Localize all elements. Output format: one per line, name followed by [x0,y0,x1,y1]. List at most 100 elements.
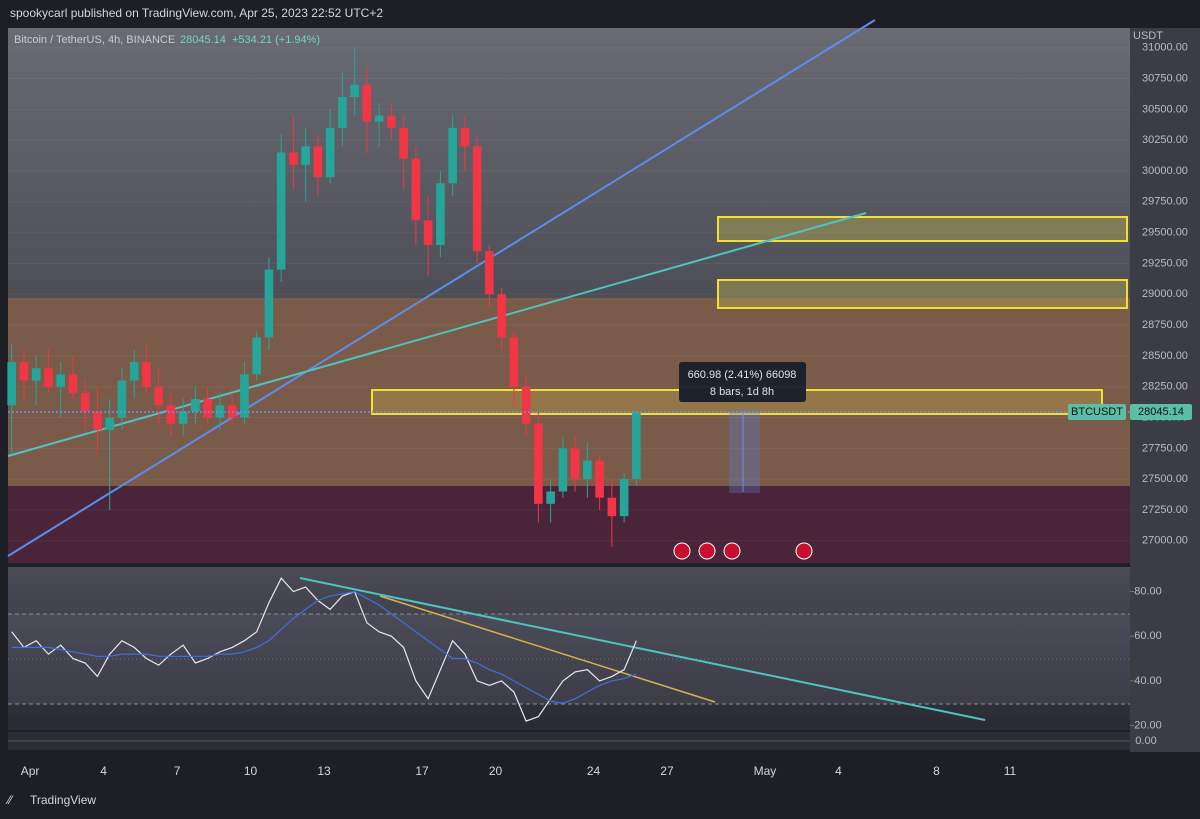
y-tick-label: 28750.00 [1142,319,1188,331]
event-flag [723,542,741,560]
candle-body [619,479,629,517]
y-tick-label: 28500.00 [1142,350,1188,362]
zone-box [717,279,1128,309]
zone-box [717,216,1128,242]
candle-body [448,127,457,184]
y-tick-label: 80.00 [1134,585,1162,597]
candle-body [607,497,617,517]
x-tick-label: 7 [174,764,181,778]
candle-body [423,220,433,245]
candle-body [521,386,531,424]
y-tick-label: 27250.00 [1142,504,1188,516]
footer-logo: ⁄⁄ [5,793,14,807]
candle-body [142,362,151,387]
legend-price: 28045.14 [180,34,226,46]
y-tick-label: 30500.00 [1142,103,1188,115]
candle-body [191,399,200,412]
candle-body [436,183,445,245]
candle-body [80,392,90,412]
candle-body [595,460,604,498]
trendline [299,577,986,721]
y-tick-label: 20.00 [1134,719,1162,731]
x-tick-label: 8 [933,764,940,778]
candle-body [497,294,506,338]
x-tick-label: 17 [415,764,429,778]
y-tick-label: 29750.00 [1142,196,1188,208]
pane-background [8,28,1130,298]
event-flags [673,542,813,560]
candle-body [19,362,29,381]
candle-body [117,380,127,418]
legend-title: Bitcoin / TetherUS, 4h, BINANCE [14,34,175,46]
candle-body [264,269,274,338]
candle-body [44,368,53,387]
candle-body [362,84,372,122]
candle-body [129,362,139,381]
x-tick-label: 27 [660,764,674,778]
candle-body [93,411,102,430]
candle-body [252,337,261,375]
y-tick-label: 29500.00 [1142,227,1188,239]
candle-body [240,374,249,418]
candle-body [472,146,482,252]
x-tick-label: Apr [21,764,40,778]
candle-body [154,386,163,406]
x-tick-label: May [754,764,777,778]
candle-body [7,362,16,406]
x-tick-label: 24 [587,764,601,778]
candle-body [399,127,408,159]
y-tick-label: 30250.00 [1142,134,1188,146]
candle-body [570,448,580,480]
candle-body [325,127,335,178]
trendline [7,212,867,457]
candle-body [583,460,592,480]
measure-box [729,410,760,493]
measure-text: 8 bars, 1d 8h [710,386,774,398]
rsi-pane [8,567,1130,730]
candle-body [485,251,494,295]
candle-body [178,411,188,424]
trendline [7,19,876,557]
y-tick-label: 27500.00 [1142,473,1188,485]
candle-body [313,146,323,178]
time-axis [0,752,1200,790]
candle-body [387,115,396,128]
macd-zero-label: 0.00 [1135,735,1156,747]
x-tick-label: 11 [1004,764,1017,778]
symbol-tag [1068,403,1126,420]
x-tick-label: 10 [244,764,258,778]
y-tick-label: 27750.00 [1142,442,1188,454]
trendline [379,595,716,703]
candle-body [105,417,114,430]
candle-body [509,337,519,387]
price-tag-text: 28045.14 [1138,406,1184,418]
candle-body [411,158,421,221]
candle-body [56,374,65,387]
maroon-zone [8,486,1130,563]
candle-body [460,127,470,147]
candle-body [31,368,41,381]
rsi-line [11,590,637,704]
event-flag [673,542,691,560]
y-tick-label: 28250.00 [1142,381,1188,393]
candle-body [68,374,78,393]
y-tick-label: 29000.00 [1142,288,1188,300]
candle-body [338,97,347,128]
candle-body [374,115,384,122]
price-tag [1130,403,1192,420]
x-tick-label: 4 [835,764,842,778]
x-tick-label: 4 [100,764,107,778]
rsi-line [11,577,637,722]
candle-body [289,152,298,165]
x-tick-label: 20 [489,764,503,778]
symbol-tag-text: BTCUSDT [1071,406,1123,418]
y-tick-label: 29250.00 [1142,257,1188,269]
y-tick-label: 31000.00 [1142,42,1188,54]
measure-tooltip [679,362,806,402]
y-tick-label: 27000.00 [1142,535,1188,547]
event-flag [698,542,716,560]
candle-body [632,411,641,480]
y-tick-label: 30750.00 [1142,72,1188,84]
candle-body [558,448,568,492]
